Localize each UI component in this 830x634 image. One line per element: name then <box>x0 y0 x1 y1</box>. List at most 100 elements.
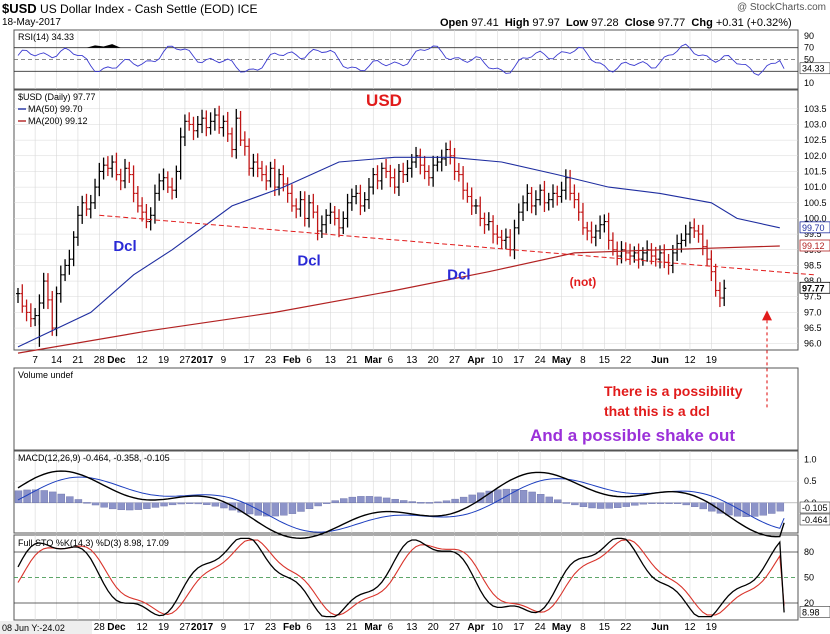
macd-hist-bar <box>31 489 40 503</box>
price-bar <box>683 224 688 247</box>
macd-hist-bar <box>126 502 134 511</box>
macd-hist-bar <box>280 502 288 516</box>
price-bar <box>93 178 98 210</box>
x-tick-Mar: Mar <box>364 355 382 366</box>
price-bar <box>127 161 132 183</box>
price-bar <box>131 165 136 203</box>
price-bar <box>713 263 718 297</box>
macd-hist-bar <box>691 502 699 507</box>
sto-tick-50: 50 <box>804 573 814 583</box>
macd-hist-bar <box>519 490 528 503</box>
footer-date: 08 Jun Y:-24.02 <box>2 623 65 633</box>
price-bar <box>563 169 568 200</box>
macd-hist-bar <box>108 502 117 510</box>
price-bar <box>289 184 294 212</box>
sto-k-line <box>17 537 785 618</box>
price-bar <box>606 212 611 250</box>
price-bar <box>538 184 543 206</box>
macd-label: MACD(12,26,9) -0.464, -0.358, -0.105 <box>18 453 170 463</box>
panel-price <box>13 89 799 351</box>
price-bar <box>264 165 269 191</box>
price-bar <box>499 229 504 249</box>
macd-hist-bar <box>237 502 245 513</box>
price-bar <box>110 155 115 178</box>
price-bar <box>114 152 119 181</box>
price-bar <box>525 184 530 212</box>
sto-last-value: 8.98 <box>802 607 820 617</box>
price-bar <box>628 243 633 265</box>
price-bar <box>302 191 307 227</box>
macd-hist-bar <box>536 494 545 503</box>
price-bar <box>165 171 170 193</box>
macd-hist-bar <box>14 490 23 503</box>
price-bar <box>187 112 192 131</box>
rsi-tick-10: 10 <box>804 78 814 88</box>
macd-hist-bar <box>759 502 767 516</box>
macd-hist-bar <box>49 491 57 503</box>
x-tick-bottom-May: May <box>552 622 572 633</box>
macd-hist-bar <box>143 502 151 509</box>
price-tick-97.5: 97.5 <box>804 292 822 302</box>
instrument-name: US Dollar Index - Cash Settle (EOD) <box>40 2 235 16</box>
price-tick-98.5: 98.5 <box>804 260 822 270</box>
price-bar <box>418 148 423 175</box>
price-tick-102.5: 102.5 <box>804 135 827 145</box>
price-bar <box>722 279 727 307</box>
price-bar <box>349 188 354 211</box>
price-bar <box>473 199 478 214</box>
price-bar <box>482 212 487 234</box>
price-bar <box>50 291 55 336</box>
x-tick-2017: 2017 <box>191 355 214 366</box>
macd-hist-bar <box>545 496 553 503</box>
price-bar <box>118 168 123 191</box>
ma200-line <box>17 245 780 354</box>
annotation-dcl-3: Dcl <box>447 266 470 283</box>
annotation-usd: USD <box>366 91 402 110</box>
price-bar <box>255 153 260 178</box>
price-bar <box>589 221 594 244</box>
macd-hist-bar <box>322 502 331 504</box>
x-tick-bottom-Feb: Feb <box>283 622 301 633</box>
macd-last-box <box>799 513 830 526</box>
high-label: High <box>504 17 530 29</box>
macd-last-box <box>799 501 830 514</box>
macd-hist-bar <box>614 502 622 508</box>
price-bar <box>392 168 397 194</box>
price-last-box <box>799 239 830 252</box>
x-tick-bottom-10: 10 <box>492 622 504 633</box>
macd-hist-bar <box>245 502 254 515</box>
macd-hist-bar <box>631 502 639 506</box>
macd-hist-bar <box>571 502 579 506</box>
x-tick-bottom-6: 6 <box>388 622 394 633</box>
price-bar <box>259 160 264 182</box>
close-value: 97.77 <box>657 17 686 29</box>
macd-hist-bar <box>562 502 571 504</box>
price-tick-103.5: 103.5 <box>804 104 827 114</box>
chart-header-title: $USD US Dollar Index - Cash Settle (EOD)… <box>2 1 257 16</box>
price-bar <box>225 111 230 142</box>
price-bar <box>88 194 93 219</box>
price-last-box <box>799 281 830 294</box>
x-tick-bottom-13: 13 <box>406 622 418 633</box>
macd-last-value: -0.105 <box>802 503 828 513</box>
price-bar <box>555 185 560 206</box>
macd-hist-bar <box>340 498 348 503</box>
x-tick-bottom-Jun: Jun <box>651 622 669 633</box>
x-tick-bottom-12: 12 <box>684 622 696 633</box>
price-tick-99.5: 99.5 <box>804 229 822 239</box>
price-bar <box>675 234 680 261</box>
low-value: 97.28 <box>591 17 619 29</box>
price-bar <box>135 186 140 213</box>
x-tick-bottom-24: 24 <box>535 622 547 633</box>
macd-hist-bar <box>331 500 339 503</box>
price-bar <box>277 168 282 196</box>
annotation-possibility-1: There is a possibility <box>604 383 743 399</box>
macd-hist-bar <box>203 502 211 505</box>
macd-hist-bar <box>665 502 673 504</box>
x-tick-May: May <box>552 355 572 366</box>
price-bar <box>140 197 145 222</box>
sto-last-box <box>799 606 830 618</box>
macd-hist-bar <box>151 502 160 508</box>
price-bar <box>75 206 80 246</box>
price-bar <box>170 177 175 200</box>
